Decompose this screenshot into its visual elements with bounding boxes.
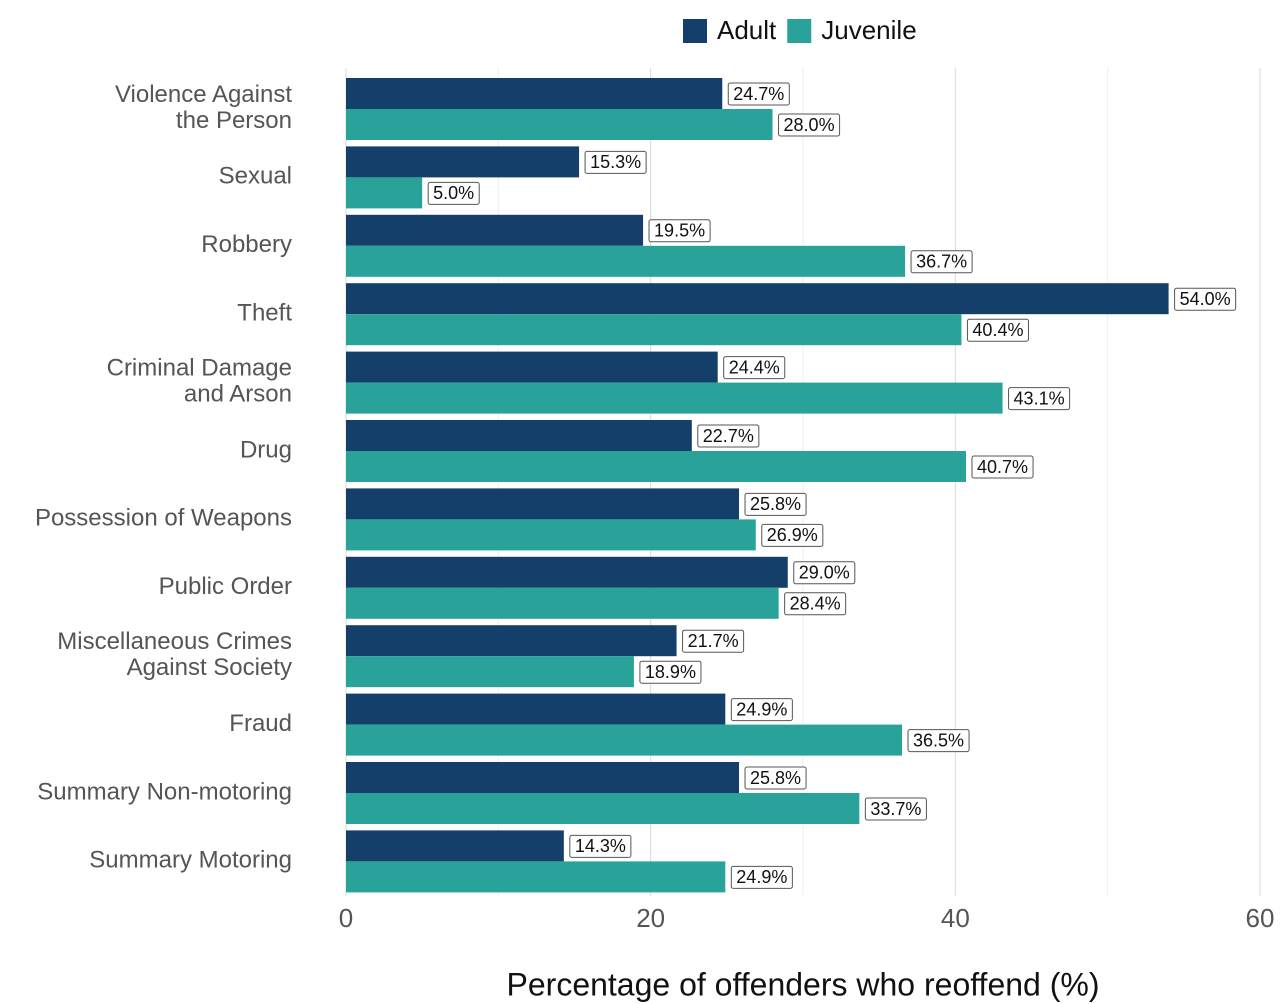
value-label-box: [584, 150, 647, 174]
bar: [346, 283, 1169, 315]
value-label: 24.9%: [736, 867, 787, 887]
value-label-box: [730, 698, 793, 722]
value-label: 15.3%: [590, 152, 641, 172]
bar: [346, 382, 1003, 414]
bar: [346, 351, 718, 383]
y-tick-label: Public Order: [159, 573, 292, 600]
value-label-box: [639, 660, 702, 684]
value-label: 25.8%: [750, 494, 801, 514]
value-label: 18.9%: [645, 662, 696, 682]
y-tick-label: Fraud: [229, 710, 292, 737]
value-label: 22.7%: [703, 426, 754, 446]
value-label: 40.4%: [972, 320, 1023, 340]
value-label: 36.7%: [916, 252, 967, 272]
value-label-box: [697, 424, 760, 448]
value-label: 14.3%: [575, 836, 626, 856]
y-tick-label: Summary Non-motoring: [37, 778, 292, 805]
bar: [346, 314, 962, 346]
value-label-box: [744, 766, 807, 790]
value-label-box: [1174, 287, 1237, 311]
value-label: 28.0%: [784, 115, 835, 135]
bar: [346, 861, 726, 893]
bar: [346, 830, 564, 862]
value-label: 24.7%: [733, 84, 784, 104]
value-label-box: [723, 356, 786, 380]
x-axis-title: Percentage of offenders who reoffend (%): [507, 966, 1100, 1002]
bar: [346, 177, 423, 209]
value-label: 29.0%: [799, 563, 850, 583]
bar: [346, 587, 779, 619]
value-label-box: [784, 592, 847, 616]
x-tick-label: 40: [941, 903, 970, 933]
value-label: 25.8%: [750, 768, 801, 788]
value-label: 24.9%: [736, 699, 787, 719]
legend-label: Adult: [717, 15, 777, 45]
bar: [346, 451, 966, 482]
value-label: 26.9%: [767, 525, 818, 545]
value-label-box: [971, 455, 1034, 479]
value-label: 5.0%: [433, 183, 474, 203]
y-tick-label: Sexual: [219, 163, 292, 190]
x-tick-label: 20: [636, 903, 665, 933]
y-tick-label: Summary Motoring: [89, 847, 292, 874]
legend-swatch: [787, 19, 812, 43]
bar: [346, 146, 580, 178]
value-label-box: [569, 834, 632, 858]
bar: [346, 519, 756, 551]
bar: [346, 488, 740, 520]
value-label: 21.7%: [688, 631, 739, 651]
bar: [346, 556, 788, 588]
x-tick-label: 0: [339, 903, 353, 933]
y-tick-label: Drug: [240, 436, 292, 463]
value-label-box: [761, 523, 824, 547]
value-label-box: [648, 219, 711, 243]
value-label: 36.5%: [913, 730, 964, 750]
bar: [346, 78, 723, 109]
value-label: 24.4%: [729, 357, 780, 377]
value-label-box: [966, 318, 1029, 342]
bar: [346, 656, 634, 688]
y-tick-label: Miscellaneous Crimes Against Society: [57, 629, 292, 682]
value-label: 43.1%: [1014, 388, 1065, 408]
bar: [346, 214, 644, 246]
value-label-box: [682, 629, 745, 653]
value-label-box: [778, 113, 841, 137]
y-tick-label: Theft: [237, 300, 292, 327]
value-label: 28.4%: [790, 594, 841, 614]
value-label-box: [427, 181, 480, 205]
value-label-box: [1008, 387, 1071, 411]
legend-label: Juvenile: [821, 15, 916, 45]
value-label-box: [864, 797, 927, 821]
value-label-box: [727, 82, 790, 106]
y-tick-label: Robbery: [201, 231, 292, 258]
bar: [346, 109, 773, 140]
value-label: 54.0%: [1180, 289, 1231, 309]
value-label-box: [793, 561, 856, 585]
bar: [346, 793, 860, 824]
bar: [346, 625, 677, 657]
value-label-box: [910, 250, 973, 274]
legend-swatch: [683, 19, 707, 43]
bar: [346, 245, 906, 277]
x-tick-label: 60: [1246, 903, 1275, 933]
value-label: 33.7%: [870, 799, 921, 819]
value-label: 19.5%: [654, 221, 705, 241]
y-tick-label: Violence Against the Person: [115, 81, 292, 134]
bar: [346, 762, 740, 793]
value-label-box: [730, 865, 793, 889]
bar: [346, 693, 726, 725]
y-tick-label: Possession of Weapons: [35, 505, 292, 532]
value-label-box: [744, 492, 807, 516]
value-label: 40.7%: [977, 457, 1028, 477]
bar: [346, 420, 692, 451]
value-label-box: [907, 729, 970, 753]
bar: [346, 724, 903, 756]
y-tick-label: Criminal Damage and Arson: [107, 355, 292, 408]
